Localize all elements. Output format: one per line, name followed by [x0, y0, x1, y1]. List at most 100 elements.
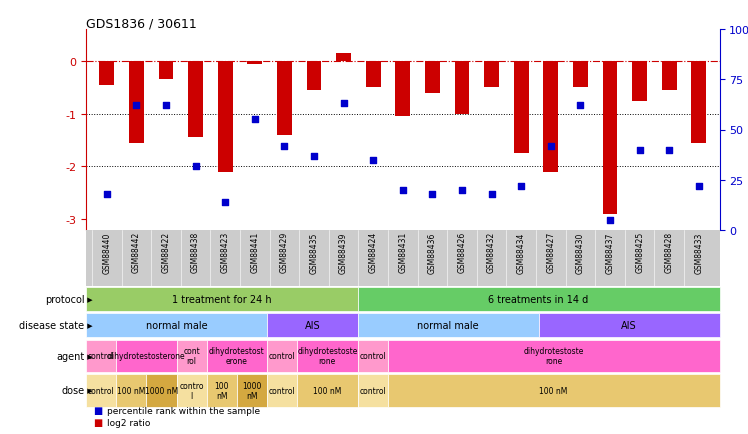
Text: control: control — [269, 386, 295, 395]
Text: GSM88436: GSM88436 — [428, 232, 437, 273]
Point — [693, 183, 705, 190]
Bar — [267, 313, 358, 338]
Text: normal male: normal male — [417, 321, 479, 330]
Text: GSM88427: GSM88427 — [546, 232, 555, 273]
Text: GSM88425: GSM88425 — [635, 232, 644, 273]
Text: ■: ■ — [94, 417, 102, 427]
Bar — [177, 340, 206, 372]
Text: GSM88441: GSM88441 — [251, 232, 260, 273]
Bar — [307, 62, 322, 91]
Bar — [544, 62, 558, 172]
Point — [545, 143, 557, 150]
Point — [396, 187, 408, 194]
Bar — [662, 62, 677, 91]
Text: control: control — [88, 352, 114, 360]
Bar — [237, 375, 267, 407]
Text: agent: agent — [56, 351, 85, 361]
Bar — [159, 62, 174, 80]
Text: protocol: protocol — [45, 295, 85, 304]
Text: control: control — [88, 386, 114, 395]
Text: cont
rol: cont rol — [183, 346, 200, 365]
Point — [189, 163, 201, 170]
Point — [160, 103, 172, 110]
Bar — [396, 62, 410, 117]
Text: GSM88434: GSM88434 — [517, 232, 526, 273]
Text: GSM88437: GSM88437 — [606, 232, 615, 273]
Text: 1 treatment for 24 h: 1 treatment for 24 h — [172, 295, 272, 304]
Text: 1000 nM: 1000 nM — [145, 386, 178, 395]
Bar — [99, 62, 114, 85]
Text: GSM88426: GSM88426 — [458, 232, 467, 273]
Text: ▶: ▶ — [85, 388, 93, 394]
Text: AIS: AIS — [304, 321, 320, 330]
Point — [130, 103, 142, 110]
Text: GSM88423: GSM88423 — [221, 232, 230, 273]
Text: GSM88442: GSM88442 — [132, 232, 141, 273]
Bar — [603, 62, 617, 214]
Bar — [366, 62, 381, 88]
Bar — [297, 340, 358, 372]
Bar — [267, 340, 297, 372]
Point — [249, 117, 261, 124]
Bar — [573, 62, 588, 88]
Point — [574, 103, 586, 110]
Point — [456, 187, 468, 194]
Bar — [147, 375, 177, 407]
Text: 1000
nM: 1000 nM — [242, 381, 262, 400]
Text: GSM88431: GSM88431 — [398, 232, 408, 273]
Text: GSM88422: GSM88422 — [162, 232, 171, 273]
Bar — [267, 375, 297, 407]
Bar — [188, 62, 203, 138]
Text: GSM88430: GSM88430 — [576, 232, 585, 273]
Point — [634, 147, 646, 154]
Text: ▶: ▶ — [85, 296, 93, 302]
Text: disease state: disease state — [19, 321, 85, 330]
Text: normal male: normal male — [146, 321, 207, 330]
Text: contro
l: contro l — [180, 381, 204, 400]
Point — [219, 199, 231, 206]
Bar — [358, 340, 387, 372]
Text: ▶: ▶ — [85, 353, 93, 359]
Text: ▶: ▶ — [85, 322, 93, 329]
Bar — [86, 375, 116, 407]
Bar — [387, 340, 720, 372]
Point — [308, 153, 320, 160]
Text: GSM88439: GSM88439 — [339, 232, 348, 273]
Text: percentile rank within the sample: percentile rank within the sample — [107, 406, 260, 415]
Text: control: control — [269, 352, 295, 360]
Text: 100 nM: 100 nM — [539, 386, 568, 395]
Bar — [206, 340, 267, 372]
Text: GSM88429: GSM88429 — [280, 232, 289, 273]
Text: GSM88435: GSM88435 — [310, 232, 319, 273]
Bar — [116, 375, 147, 407]
Bar — [632, 62, 647, 101]
Bar — [358, 287, 720, 312]
Bar — [248, 62, 262, 65]
Text: 100
nM: 100 nM — [215, 381, 229, 400]
Text: GSM88428: GSM88428 — [665, 232, 674, 273]
Text: ■: ■ — [94, 405, 102, 415]
Bar — [425, 62, 440, 93]
Bar — [116, 340, 177, 372]
Text: GDS1836 / 30611: GDS1836 / 30611 — [86, 17, 197, 30]
Text: GSM88438: GSM88438 — [191, 232, 200, 273]
Point — [515, 183, 527, 190]
Bar — [539, 313, 720, 338]
Bar — [484, 62, 499, 88]
Bar — [455, 62, 470, 115]
Bar — [177, 375, 206, 407]
Point — [101, 191, 113, 197]
Bar — [297, 375, 358, 407]
Point — [426, 191, 438, 197]
Point — [367, 157, 379, 164]
Bar — [358, 375, 387, 407]
Text: 100 nM: 100 nM — [313, 386, 342, 395]
Point — [278, 143, 290, 150]
Text: GSM88432: GSM88432 — [487, 232, 496, 273]
Text: 6 treatments in 14 d: 6 treatments in 14 d — [488, 295, 589, 304]
Text: GSM88440: GSM88440 — [102, 232, 111, 273]
Text: GSM88433: GSM88433 — [694, 232, 703, 273]
Point — [663, 147, 675, 154]
Bar — [358, 313, 539, 338]
Bar — [277, 62, 292, 135]
